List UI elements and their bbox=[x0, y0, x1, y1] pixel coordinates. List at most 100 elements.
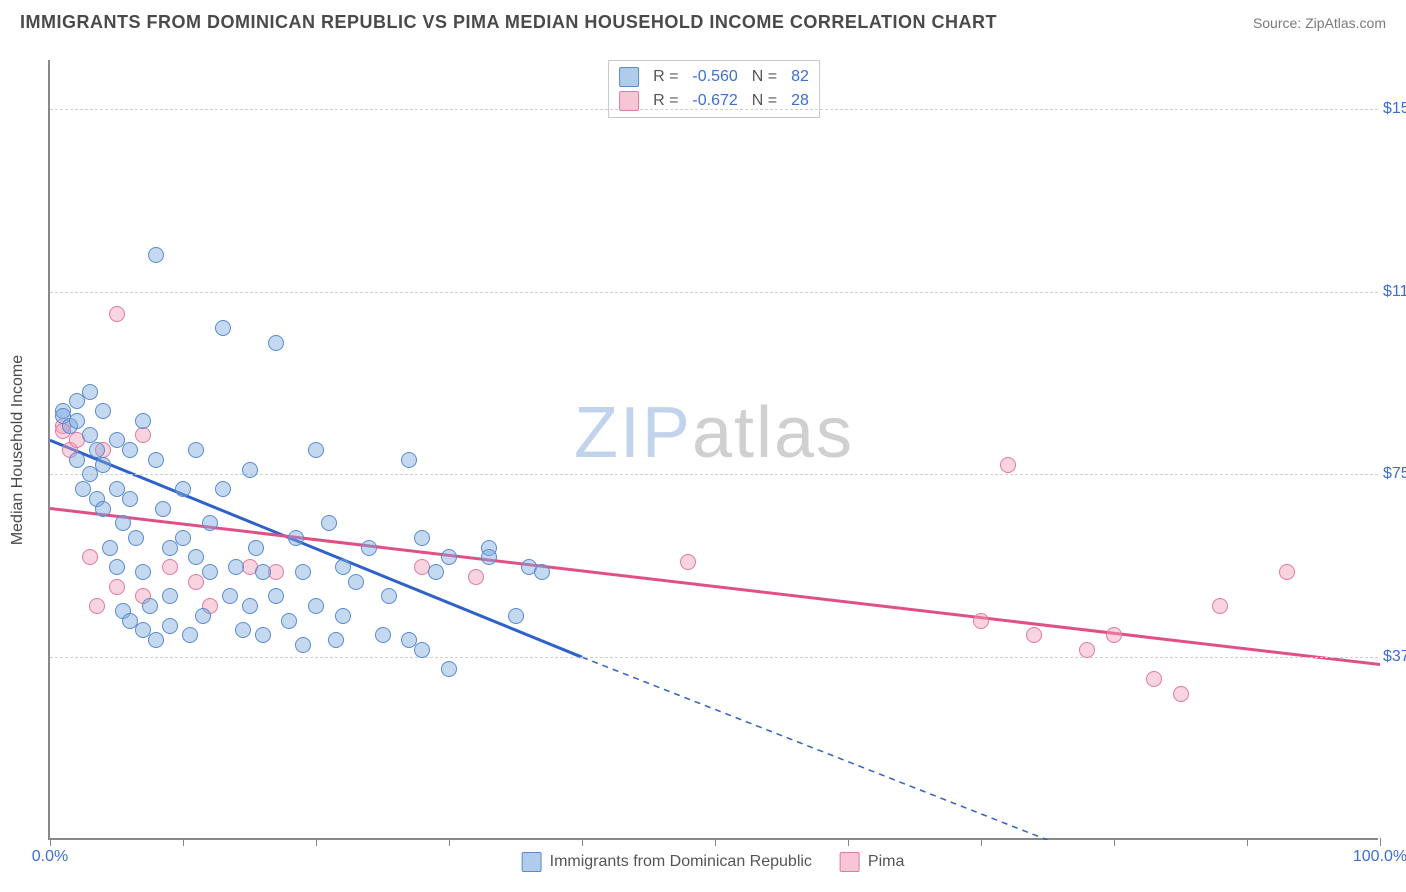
data-point-blue bbox=[288, 530, 304, 546]
data-point-blue bbox=[441, 661, 457, 677]
n-label: N = bbox=[752, 68, 777, 86]
data-point-blue bbox=[135, 413, 151, 429]
data-point-blue bbox=[202, 515, 218, 531]
r-value: -0.672 bbox=[692, 92, 737, 110]
n-value: 82 bbox=[791, 68, 809, 86]
data-point-blue bbox=[122, 442, 138, 458]
legend-correlation-row: R =-0.560N =82 bbox=[619, 65, 809, 89]
data-point-pink bbox=[680, 554, 696, 570]
y-tick-label: $112,500 bbox=[1383, 283, 1406, 301]
data-point-blue bbox=[295, 637, 311, 653]
trend-lines bbox=[50, 60, 1380, 840]
data-point-pink bbox=[89, 598, 105, 614]
x-tick bbox=[715, 838, 716, 846]
data-point-pink bbox=[1173, 686, 1189, 702]
data-point-blue bbox=[202, 564, 218, 580]
legend-series-item: Pima bbox=[840, 852, 904, 872]
data-point-pink bbox=[1212, 598, 1228, 614]
data-point-pink bbox=[109, 579, 125, 595]
data-point-blue bbox=[308, 598, 324, 614]
x-tick bbox=[981, 838, 982, 846]
watermark-atlas: atlas bbox=[692, 393, 854, 473]
data-point-blue bbox=[441, 549, 457, 565]
legend-series-item: Immigrants from Dominican Republic bbox=[522, 852, 812, 872]
plot-region: ZIPatlas R =-0.560N =82R =-0.672N =28 $3… bbox=[48, 60, 1378, 840]
data-point-pink bbox=[135, 427, 151, 443]
data-point-blue bbox=[155, 501, 171, 517]
x-tick bbox=[316, 838, 317, 846]
legend-swatch bbox=[840, 852, 860, 872]
data-point-blue bbox=[255, 564, 271, 580]
data-point-blue bbox=[148, 247, 164, 263]
data-point-blue bbox=[381, 588, 397, 604]
data-point-blue bbox=[175, 481, 191, 497]
data-point-blue bbox=[328, 632, 344, 648]
data-point-blue bbox=[375, 627, 391, 643]
data-point-blue bbox=[428, 564, 444, 580]
gridline bbox=[50, 109, 1378, 110]
data-point-blue bbox=[215, 320, 231, 336]
data-point-blue bbox=[281, 613, 297, 629]
data-point-blue bbox=[242, 598, 258, 614]
x-tick bbox=[449, 838, 450, 846]
watermark-zip: ZIP bbox=[574, 393, 692, 473]
data-point-blue bbox=[481, 549, 497, 565]
data-point-blue bbox=[162, 618, 178, 634]
data-point-pink bbox=[109, 306, 125, 322]
data-point-pink bbox=[1026, 627, 1042, 643]
data-point-blue bbox=[228, 559, 244, 575]
data-point-blue bbox=[69, 413, 85, 429]
legend-swatch bbox=[619, 67, 639, 87]
data-point-blue bbox=[182, 627, 198, 643]
data-point-blue bbox=[162, 588, 178, 604]
x-tick bbox=[1114, 838, 1115, 846]
n-label: N = bbox=[752, 92, 777, 110]
x-tick bbox=[50, 838, 51, 846]
data-point-blue bbox=[242, 462, 258, 478]
data-point-blue bbox=[222, 588, 238, 604]
chart-area: Median Household Income ZIPatlas R =-0.5… bbox=[48, 60, 1378, 840]
data-point-blue bbox=[175, 530, 191, 546]
data-point-pink bbox=[82, 549, 98, 565]
data-point-blue bbox=[348, 574, 364, 590]
legend-series-label: Pima bbox=[868, 853, 904, 871]
data-point-blue bbox=[255, 627, 271, 643]
data-point-blue bbox=[295, 564, 311, 580]
data-point-blue bbox=[268, 335, 284, 351]
gridline bbox=[50, 657, 1378, 658]
y-tick-label: $37,500 bbox=[1383, 648, 1406, 666]
data-point-blue bbox=[69, 452, 85, 468]
data-point-blue bbox=[235, 622, 251, 638]
data-point-blue bbox=[414, 530, 430, 546]
data-point-blue bbox=[321, 515, 337, 531]
data-point-pink bbox=[1279, 564, 1295, 580]
data-point-blue bbox=[102, 540, 118, 556]
x-tick bbox=[1247, 838, 1248, 846]
n-value: 28 bbox=[791, 92, 809, 110]
data-point-blue bbox=[148, 632, 164, 648]
data-point-blue bbox=[89, 442, 105, 458]
data-point-pink bbox=[1146, 671, 1162, 687]
data-point-blue bbox=[148, 452, 164, 468]
data-point-blue bbox=[122, 491, 138, 507]
data-point-blue bbox=[95, 457, 111, 473]
data-point-blue bbox=[188, 442, 204, 458]
data-point-blue bbox=[268, 588, 284, 604]
data-point-blue bbox=[95, 501, 111, 517]
r-value: -0.560 bbox=[692, 68, 737, 86]
data-point-blue bbox=[414, 642, 430, 658]
data-point-blue bbox=[534, 564, 550, 580]
data-point-blue bbox=[95, 403, 111, 419]
data-point-blue bbox=[82, 384, 98, 400]
legend-series-label: Immigrants from Dominican Republic bbox=[550, 853, 812, 871]
y-tick-label: $75,000 bbox=[1383, 465, 1406, 483]
source-label: Source: ZipAtlas.com bbox=[1253, 15, 1386, 31]
y-axis-label: Median Household Income bbox=[9, 355, 27, 545]
data-point-blue bbox=[335, 559, 351, 575]
data-point-blue bbox=[142, 598, 158, 614]
data-point-blue bbox=[135, 564, 151, 580]
legend-series: Immigrants from Dominican Republic Pima bbox=[522, 852, 905, 872]
y-tick-label: $150,000 bbox=[1383, 100, 1406, 118]
data-point-pink bbox=[1079, 642, 1095, 658]
legend-swatch bbox=[522, 852, 542, 872]
